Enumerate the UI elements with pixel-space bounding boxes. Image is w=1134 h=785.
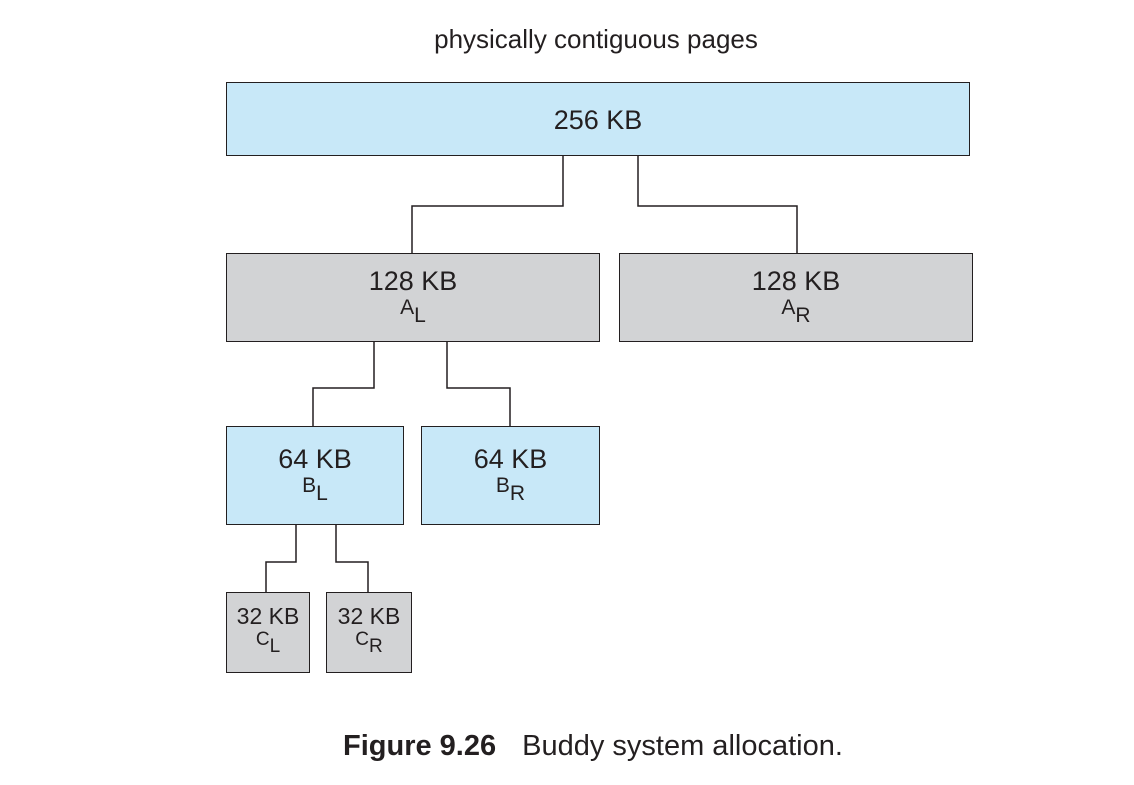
block-name-label: BR: [422, 474, 599, 505]
block-32kb-c-right: 32 KB CR: [326, 592, 412, 673]
block-name-subscript: L: [414, 304, 426, 327]
block-name-label: CL: [227, 629, 309, 657]
block-name-subscript: L: [316, 482, 328, 505]
block-size-label: 256 KB: [553, 105, 643, 135]
block-size-label: 128 KB: [751, 266, 841, 296]
connector-b-left-c-left: [265, 525, 297, 592]
connector-b-left-c-right: [335, 525, 369, 592]
block-size-label: 64 KB: [278, 444, 352, 474]
block-name-label: BL: [227, 474, 403, 505]
block-64kb-b-right: 64 KB BR: [421, 426, 600, 525]
block-size-label: 32 KB: [236, 603, 300, 629]
block-name-subscript: L: [269, 636, 281, 657]
block-name-label: CR: [327, 629, 411, 657]
block-name-letter: B: [302, 474, 317, 497]
connector-a-left-b-left: [312, 342, 375, 426]
block-size-label: 64 KB: [473, 444, 548, 474]
block-size-label: 32 KB: [337, 603, 401, 629]
block-128kb-a-left: 128 KB AL: [226, 253, 600, 342]
block-name-label: AR: [620, 296, 972, 327]
block-32kb-c-left: 32 KB CL: [226, 592, 310, 673]
block-name-letter: C: [355, 629, 369, 650]
connector-a-left-b-right: [446, 342, 511, 426]
figure-caption: Figure 9.26 Buddy system allocation.: [343, 728, 843, 764]
block-name-subscript: R: [509, 482, 526, 505]
block-name-subscript: R: [369, 636, 383, 657]
block-name-letter: A: [781, 296, 796, 319]
block-128kb-a-right: 128 KB AR: [619, 253, 973, 342]
block-name-subscript: R: [795, 304, 811, 327]
top-label: physically contiguous pages: [434, 24, 758, 54]
figure-number: Figure 9.26: [343, 730, 497, 762]
block-name-label: AL: [227, 296, 599, 327]
block-size-label: 128 KB: [368, 266, 458, 296]
connector-root-a-right: [637, 156, 798, 253]
block-name-letter: A: [400, 296, 415, 319]
block-256kb-root: 256 KB: [226, 82, 970, 156]
block-name-letter: B: [495, 474, 510, 497]
block-64kb-b-left: 64 KB BL: [226, 426, 404, 525]
connector-root-a-left: [411, 156, 564, 253]
block-name-letter: C: [255, 629, 270, 650]
figure-caption-text: Buddy system allocation.: [522, 730, 843, 762]
